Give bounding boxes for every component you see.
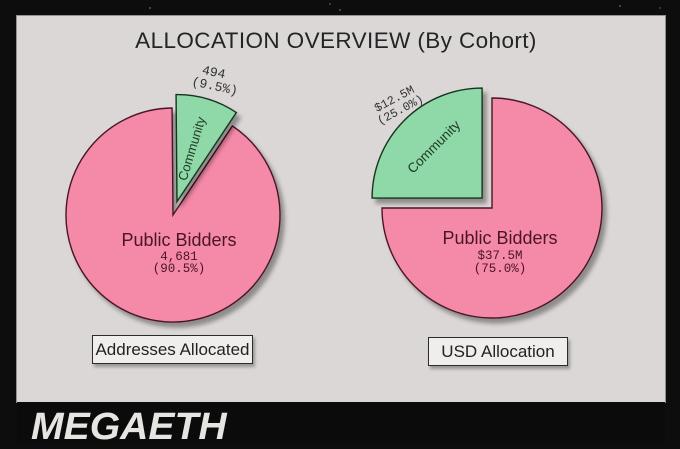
svg-text:(75.0%): (75.0%)	[474, 262, 527, 276]
svg-text:Public Bidders: Public Bidders	[442, 228, 557, 248]
svg-text:$37.5M: $37.5M	[477, 249, 522, 263]
